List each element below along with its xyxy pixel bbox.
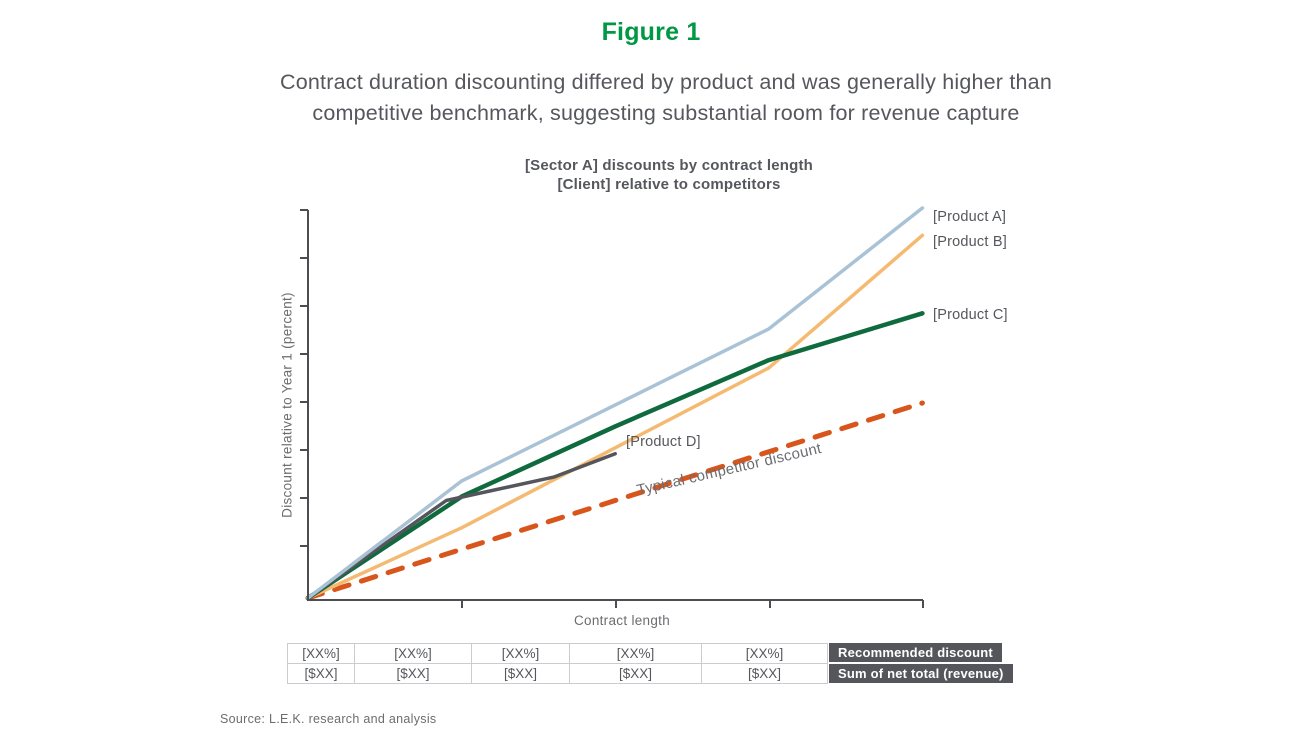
series-label-product-b: [Product B]	[933, 234, 1007, 250]
figure-label: Figure 1	[601, 18, 701, 46]
table-cell: [XX%]	[355, 643, 472, 664]
table-row-label-cell: Recommended discount	[828, 643, 1013, 663]
series-label-product-c: [Product C]	[933, 307, 1008, 323]
series-line-product-c	[305, 311, 925, 601]
series-label-product-a: [Product A]	[933, 209, 1007, 225]
series-label-product-d: [Product D]	[626, 434, 701, 450]
table-cell: [XX%]	[287, 643, 355, 664]
series-line-product-b	[306, 233, 925, 600]
headline-line-1: Contract duration discounting differed b…	[280, 70, 1052, 94]
table-cell: [$XX]	[287, 664, 355, 684]
headline: Contract duration discounting differed b…	[32, 67, 1300, 129]
table-cell: [$XX]	[355, 664, 472, 684]
series-line-product-a	[306, 206, 925, 600]
headline-line-2: competitive benchmark, suggesting substa…	[312, 101, 1020, 125]
chart-title: [Sector A] discounts by contract length …	[38, 156, 1300, 194]
table-row-label: Sum of net total (revenue)	[829, 664, 1013, 683]
table-cell: [XX%]	[702, 643, 828, 664]
y-axis-label: Discount relative to Year 1 (percent)	[279, 292, 295, 518]
table-cell: [$XX]	[702, 664, 828, 684]
chart-title-line-1: [Sector A] discounts by contract length	[524, 157, 814, 174]
table-cell: [$XX]	[472, 664, 570, 684]
table-cell: [XX%]	[472, 643, 570, 664]
chart-title-line-2: [Client] relative to competitors	[557, 176, 781, 193]
source-line: Source: L.E.K. research and analysis	[220, 712, 437, 726]
series-line-product-d	[306, 451, 617, 600]
table-cell: [$XX]	[570, 664, 702, 684]
table-cell: [XX%]	[570, 643, 702, 664]
competitor-dashed-line	[305, 400, 925, 601]
x-axis-label: Contract length	[573, 613, 671, 628]
table-row-label-cell: Sum of net total (revenue)	[828, 664, 1013, 684]
table-row-label: Recommended discount	[829, 643, 1002, 662]
summary-table: [XX%] [XX%] [XX%] [XX%] [XX%] Recommended dis…	[287, 643, 1013, 684]
